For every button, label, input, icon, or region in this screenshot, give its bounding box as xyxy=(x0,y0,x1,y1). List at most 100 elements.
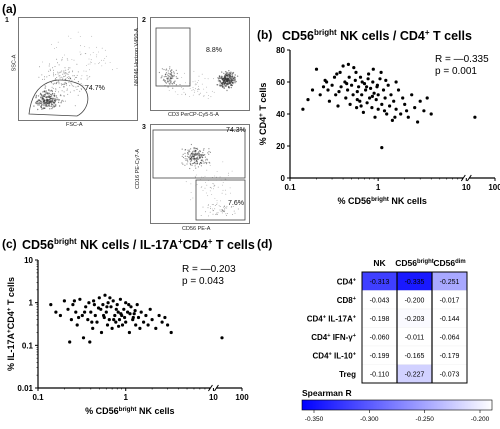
facs-event-dot xyxy=(77,71,79,73)
facs-event-dot xyxy=(195,88,196,90)
facs-event-dot xyxy=(59,86,61,88)
chart-c-data-point xyxy=(54,310,58,314)
facs-event-dot xyxy=(170,82,172,84)
chart-c-data-point xyxy=(150,318,154,322)
facs-event-dot xyxy=(209,190,211,192)
facs-event-dot xyxy=(229,72,231,74)
facs-event-dot xyxy=(71,83,73,85)
chart-c-annotation: R = —0.203 xyxy=(182,264,236,275)
facs-event-dot xyxy=(67,78,69,79)
chart-c-data-point xyxy=(95,320,99,324)
facs-event-dot xyxy=(197,90,199,92)
facs-event-dot xyxy=(221,75,223,77)
facs-event-dot xyxy=(51,86,53,88)
chart-c-x-tick-label: 1 xyxy=(123,393,128,402)
facs-event-dot xyxy=(192,150,194,152)
facs-event-dot xyxy=(56,58,58,60)
facs-event-dot xyxy=(49,93,52,96)
facs-event-dot xyxy=(204,156,206,158)
facs-event-dot xyxy=(222,189,224,191)
chart-c-data-point xyxy=(106,301,110,305)
facs-event-dot xyxy=(62,57,63,59)
facs-event-dot xyxy=(194,80,196,82)
facs-event-dot xyxy=(46,105,49,107)
facs-event-dot xyxy=(55,79,57,81)
facs-event-dot xyxy=(105,55,107,57)
chart-d-heatmap: NK CD56bright CD56dim CD4+ CD8+ CD4+ IL-17A+ C… xyxy=(301,258,493,423)
facs-event-dot xyxy=(53,101,56,104)
facs-event-dot xyxy=(169,68,171,70)
facs-event-dot xyxy=(228,74,231,76)
facs-event-dot xyxy=(43,95,45,98)
heatmap-row-label: Treg xyxy=(339,370,356,379)
facs-event-dot xyxy=(54,97,56,100)
facs-event-dot xyxy=(222,82,224,84)
facs-event-dot xyxy=(209,187,211,188)
facs-event-dot xyxy=(73,85,75,87)
facs-event-dot xyxy=(193,170,194,171)
facs-event-dot xyxy=(189,154,191,156)
facs-event-dot xyxy=(71,79,73,81)
facs-event-dot xyxy=(63,70,65,72)
facs-event-dot xyxy=(186,158,188,160)
facs-event-dot xyxy=(60,83,62,85)
chart-c-data-point xyxy=(169,330,173,335)
chart-b-data-point xyxy=(337,90,341,94)
facs-event-dot xyxy=(44,94,46,96)
facs-event-dot xyxy=(79,90,81,92)
facs-event-dot xyxy=(78,85,79,87)
facs-event-dot xyxy=(192,153,194,155)
facs-event-dot xyxy=(101,59,102,61)
facs-event-dot xyxy=(51,44,52,45)
facs-event-dot xyxy=(175,84,177,86)
facs-event-dot xyxy=(211,194,213,195)
facs-event-dot xyxy=(86,78,88,80)
facs-event-dot xyxy=(71,85,73,87)
facs-event-dot xyxy=(205,182,206,183)
facs-event-dot xyxy=(230,80,233,82)
chart-c-data-point xyxy=(157,313,161,318)
heatmap-cell-value: -0.011 xyxy=(405,334,424,341)
chart-b-data-point xyxy=(366,77,370,81)
facs-event-dot xyxy=(52,67,54,69)
facs-event-dot xyxy=(228,86,230,89)
facs-event-dot xyxy=(52,93,54,95)
facs-event-dot xyxy=(201,176,203,178)
facs-event-dot xyxy=(234,212,236,214)
facs-event-dot xyxy=(53,75,55,77)
facs-event-dot xyxy=(73,78,75,80)
chart-b-data-point xyxy=(372,91,376,95)
facs-event-dot xyxy=(46,99,48,101)
facs-event-dot xyxy=(198,94,200,96)
facs-event-dot xyxy=(224,77,227,80)
chart-b-data-point xyxy=(347,75,351,79)
facs-event-dot xyxy=(221,86,224,88)
facs-event-dot xyxy=(80,45,81,47)
facs-event-dot xyxy=(55,103,57,106)
facs-event-dot xyxy=(224,79,226,81)
chart-b-data-point xyxy=(370,94,374,98)
facs-event-dot xyxy=(88,58,90,60)
facs-event-dot xyxy=(189,151,191,153)
chart-b-data-point xyxy=(332,75,337,79)
chart-c-data-point xyxy=(123,315,127,320)
facs-event-dot xyxy=(230,192,231,194)
facs-event-dot xyxy=(73,59,75,61)
chart-b-data-point xyxy=(374,98,378,102)
facs-event-dot xyxy=(48,99,50,101)
chart-b-data-point xyxy=(360,80,364,84)
facs-event-dot xyxy=(164,80,166,82)
chart-b-data-point xyxy=(396,88,401,92)
facs-event-dot xyxy=(227,82,229,84)
facs-event-dot xyxy=(165,72,168,74)
facs-event-dot xyxy=(173,75,175,78)
facs-event-dot xyxy=(219,77,221,79)
facs-event-dot xyxy=(204,175,206,177)
chart-b-y-tick-label: 40 xyxy=(276,110,285,119)
facs-event-dot xyxy=(78,81,79,83)
facs-event-dot xyxy=(188,151,190,153)
facs-event-dot xyxy=(222,161,224,163)
chart-c-data-point xyxy=(96,306,101,310)
facs-event-dot xyxy=(169,70,172,72)
